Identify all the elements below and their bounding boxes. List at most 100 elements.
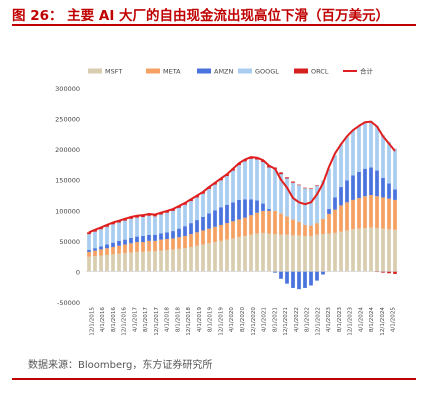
- legend-swatch-meta: [146, 68, 160, 74]
- bar-msft: [261, 232, 265, 272]
- y-axis: -50000 0 50000 100000 150000 200000 250000 3000…: [55, 85, 80, 307]
- bar-msft: [153, 251, 157, 272]
- bar-amzn: [387, 183, 391, 199]
- bar-msft: [99, 255, 103, 272]
- y-tick-label: 200000: [55, 146, 80, 154]
- bar-msft: [111, 254, 115, 272]
- bar-googl: [321, 180, 325, 219]
- bar-msft: [231, 238, 235, 272]
- bar-meta: [141, 242, 145, 252]
- x-tick-label: 4/1/2025: [391, 307, 397, 333]
- y-tick-label: 250000: [55, 116, 80, 124]
- bar-meta: [135, 242, 139, 252]
- bar-meta: [177, 237, 181, 249]
- y-tick-label: 150000: [55, 177, 80, 185]
- bar-meta: [315, 223, 319, 235]
- bar-meta: [393, 199, 397, 230]
- bar-meta: [201, 230, 205, 245]
- bar-orcl: [285, 177, 289, 179]
- chart-legend: MSFT META AMZN GOOGL ORCL 合计: [88, 67, 374, 76]
- bar-googl: [171, 210, 175, 232]
- bar-amzn: [285, 271, 289, 284]
- bar-amzn: [201, 217, 205, 231]
- bar-orcl: [309, 188, 313, 189]
- bar-msft: [363, 228, 367, 272]
- bar-meta: [171, 238, 175, 250]
- bar-meta: [309, 225, 313, 236]
- bar-meta: [375, 196, 379, 229]
- bar-msft: [249, 234, 253, 272]
- bar-googl: [195, 197, 199, 221]
- bar-msft: [327, 233, 331, 272]
- bar-msft: [273, 234, 277, 272]
- bar-amzn: [189, 223, 193, 235]
- bottom-rule: [12, 378, 416, 380]
- bar-msft: [171, 249, 175, 272]
- x-tick-label: 4/1/2018: [165, 307, 171, 333]
- x-tick-label: 4/1/2023: [326, 307, 332, 333]
- x-tick-label: 12/1/2023: [348, 307, 354, 336]
- y-tick-label: 50000: [59, 238, 80, 246]
- legend-label: AMZN: [214, 68, 234, 76]
- bar-amzn: [195, 220, 199, 233]
- bar-meta: [117, 245, 121, 254]
- bar-msft: [213, 242, 217, 272]
- bar-msft: [357, 228, 361, 272]
- bar-googl: [201, 193, 205, 218]
- x-tick-label: 4/1/2016: [100, 307, 106, 333]
- bar-amzn: [177, 228, 181, 238]
- bars: [86, 121, 398, 290]
- x-tick-label: 4/1/2020: [229, 307, 235, 333]
- bar-googl: [237, 165, 241, 200]
- x-tick-label: 4/1/2021: [262, 307, 268, 333]
- bar-meta: [153, 240, 157, 252]
- bar-amzn: [309, 271, 313, 286]
- legend-label: META: [163, 68, 181, 76]
- legend-swatch-orcl: [294, 68, 308, 74]
- bar-meta: [363, 196, 367, 229]
- bar-meta: [351, 199, 355, 230]
- total-line-layer: [88, 120, 396, 234]
- bar-amzn: [219, 207, 223, 225]
- bar-msft: [333, 232, 337, 272]
- bar-amzn: [243, 199, 247, 218]
- bar-orcl: [381, 271, 385, 273]
- bar-meta: [123, 244, 127, 254]
- bar-googl: [297, 185, 301, 222]
- x-tick-label: 12/1/2017: [154, 307, 160, 336]
- bar-meta: [255, 212, 259, 234]
- bar-msft: [393, 229, 397, 272]
- bar-amzn: [231, 202, 235, 222]
- bar-msft: [291, 235, 295, 272]
- bar-meta: [285, 216, 289, 235]
- y-tick-label: 300000: [55, 85, 80, 93]
- bar-amzn: [111, 242, 115, 247]
- bar-amzn: [99, 246, 103, 250]
- bar-googl: [99, 229, 103, 247]
- bar-amzn: [93, 248, 97, 251]
- bar-amzn: [141, 235, 145, 243]
- total-line: [88, 120, 396, 234]
- x-tick-label: 12/1/2020: [251, 307, 257, 336]
- bar-amzn: [147, 234, 151, 241]
- bar-googl: [339, 144, 343, 188]
- bar-msft: [225, 239, 229, 272]
- bar-meta: [195, 232, 199, 246]
- bar-amzn: [213, 210, 217, 227]
- bar-amzn: [165, 232, 169, 240]
- x-tick-label: 8/1/2017: [143, 307, 149, 333]
- bar-orcl: [375, 271, 379, 273]
- bar-meta: [279, 213, 283, 235]
- x-tick-label: 12/1/2018: [186, 307, 192, 336]
- bar-meta: [243, 217, 247, 236]
- bar-meta: [219, 224, 223, 241]
- bar-meta: [111, 246, 115, 255]
- bar-googl: [345, 136, 349, 181]
- bar-amzn: [393, 189, 397, 200]
- x-tick-label: 8/1/2023: [337, 307, 343, 333]
- bar-meta: [99, 249, 103, 256]
- bar-amzn: [363, 168, 367, 197]
- bar-amzn: [225, 204, 229, 224]
- source-note: 数据来源：Bloomberg，东方证券研究所: [28, 360, 213, 371]
